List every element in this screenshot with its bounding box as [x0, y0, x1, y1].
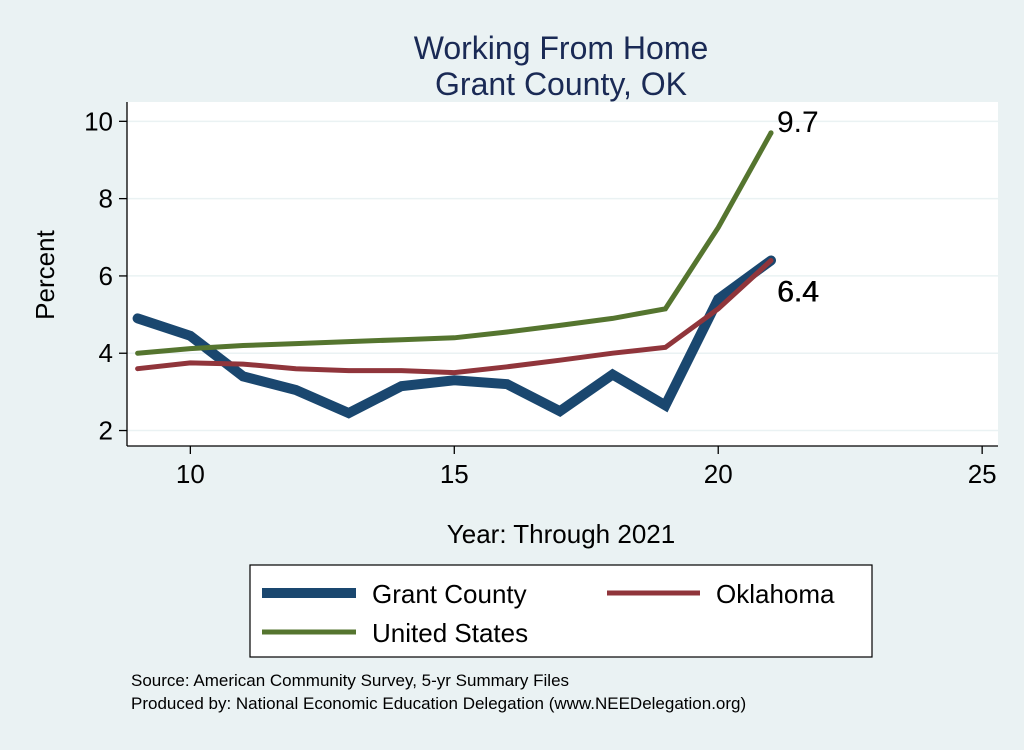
legend-label-united-states: United States — [372, 618, 528, 648]
plot-area — [127, 102, 998, 446]
legend: Grant County Oklahoma United States — [249, 564, 873, 658]
y-tick-label: 2 — [99, 416, 113, 446]
series-line-oklahoma — [135, 258, 774, 376]
y-tick-label: 8 — [99, 184, 113, 214]
x-tick-label: 15 — [440, 459, 469, 489]
series-line-united-states — [135, 130, 774, 356]
axis-layer: 2 4 6 8 10 10 15 20 25 — [84, 102, 998, 489]
source-note: Source: American Community Survey, 5-yr … — [131, 671, 569, 690]
label-layer: 9.76.46.4 — [768, 106, 820, 308]
x-tick-label: 25 — [968, 459, 997, 489]
chart-subtitle: Grant County, OK — [435, 66, 687, 102]
end-label-grant-county: 6.4 — [777, 275, 819, 308]
series-line-grant-county — [132, 255, 776, 419]
x-tick-label: 10 — [176, 459, 205, 489]
end-label-united-states: 9.7 — [777, 106, 819, 139]
series-layer — [132, 130, 776, 419]
x-axis-title: Year: Through 2021 — [447, 519, 675, 549]
y-axis-title: Percent — [30, 229, 60, 319]
producer-note: Produced by: National Economic Education… — [131, 694, 746, 713]
y-tick-label: 4 — [99, 338, 113, 368]
legend-label-oklahoma: Oklahoma — [716, 579, 835, 609]
grid-layer — [127, 120, 998, 432]
y-tick-label: 6 — [99, 261, 113, 291]
marker-end-united-states — [768, 130, 774, 136]
legend-box — [249, 564, 873, 658]
y-tick-label: 10 — [84, 106, 113, 136]
x-tick-label: 20 — [704, 459, 733, 489]
chart-title: Working From Home — [414, 30, 709, 66]
legend-label-grant-county: Grant County — [372, 579, 527, 609]
end-label-oklahoma: 6.4 — [778, 275, 820, 308]
